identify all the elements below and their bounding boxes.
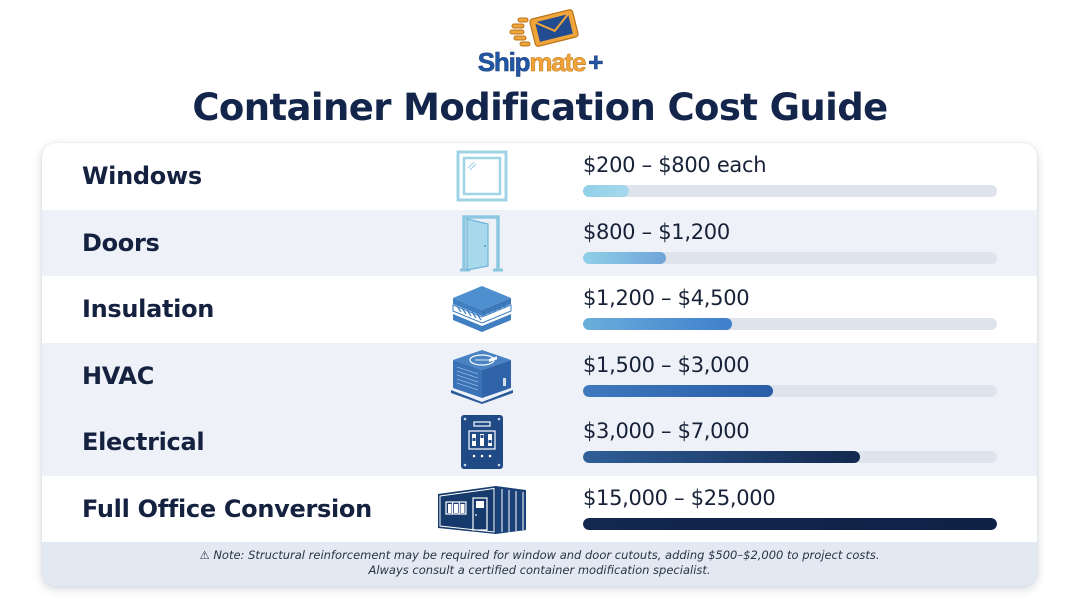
price-range: $1,200 – $4,500 — [583, 286, 750, 310]
price-range: $3,000 – $7,000 — [583, 419, 750, 443]
cost-bar-fill — [583, 185, 629, 197]
door-icon — [434, 214, 530, 272]
cost-bar-track — [583, 251, 997, 264]
row-label: HVAC — [82, 361, 155, 390]
electrical-panel-icon — [434, 413, 530, 471]
cost-bar-track — [583, 185, 997, 197]
row-label: Doors — [82, 228, 160, 257]
page-title: Container Modification Cost Guide — [192, 86, 888, 129]
price-range: $1,500 – $3,000 — [583, 352, 750, 377]
cost-bar-track — [583, 451, 997, 463]
brand-name-plus: + — [588, 47, 604, 77]
cost-row-full-office-conversion: Full Office Conversion $15,0 — [42, 476, 1037, 543]
cost-table-card: Windows $200 – $800 each Doors $ — [42, 143, 1037, 586]
row-label: Electrical — [82, 428, 205, 457]
cost-bar-track — [583, 517, 997, 530]
row-label: Full Office Conversion — [82, 494, 372, 523]
price-range: $15,000 – $25,000 — [583, 485, 776, 510]
cost-row-hvac: HVAC $1,500 – $3,000 — [42, 342, 1037, 409]
brand-name: Shipmate + — [477, 47, 604, 77]
cost-row-doors: Doors $800 – $1,200 — [42, 209, 1037, 276]
cost-bar-fill — [583, 251, 666, 264]
cost-bar-fill — [583, 318, 733, 330]
office-container-icon — [434, 480, 530, 538]
price-range: $200 – $800 each — [583, 153, 767, 177]
envelope-logo-icon — [509, 9, 579, 47]
brand-name-mate: mate — [529, 47, 587, 77]
row-label: Windows — [82, 162, 202, 191]
cost-bar-track — [583, 384, 997, 397]
note-line-1: ⚠ Note: Structural reinforcement may be … — [199, 548, 880, 562]
cost-bar-track — [583, 318, 997, 330]
cost-row-insulation: Insulation $1,200 – $4,500 — [42, 276, 1037, 343]
insulation-icon — [434, 280, 530, 338]
row-label: Insulation — [82, 295, 215, 324]
cost-row-windows: Windows $200 – $800 each — [42, 143, 1037, 210]
cost-bar-fill — [583, 451, 861, 463]
price-range: $800 – $1,200 — [583, 219, 730, 244]
cost-row-electrical: Electrical $3,000 – $7,000 — [42, 409, 1037, 476]
brand-name-ship: Ship — [477, 47, 530, 77]
note-footer: ⚠ Note: Structural reinforcement may be … — [42, 542, 1037, 586]
window-icon — [434, 147, 530, 205]
brand-logo: Shipmate + — [0, 8, 1080, 82]
hvac-unit-icon — [434, 347, 530, 405]
cost-bar-fill — [583, 384, 774, 397]
note-line-2: Always consult a certified container mod… — [368, 563, 711, 577]
cost-bar-fill — [583, 517, 997, 530]
